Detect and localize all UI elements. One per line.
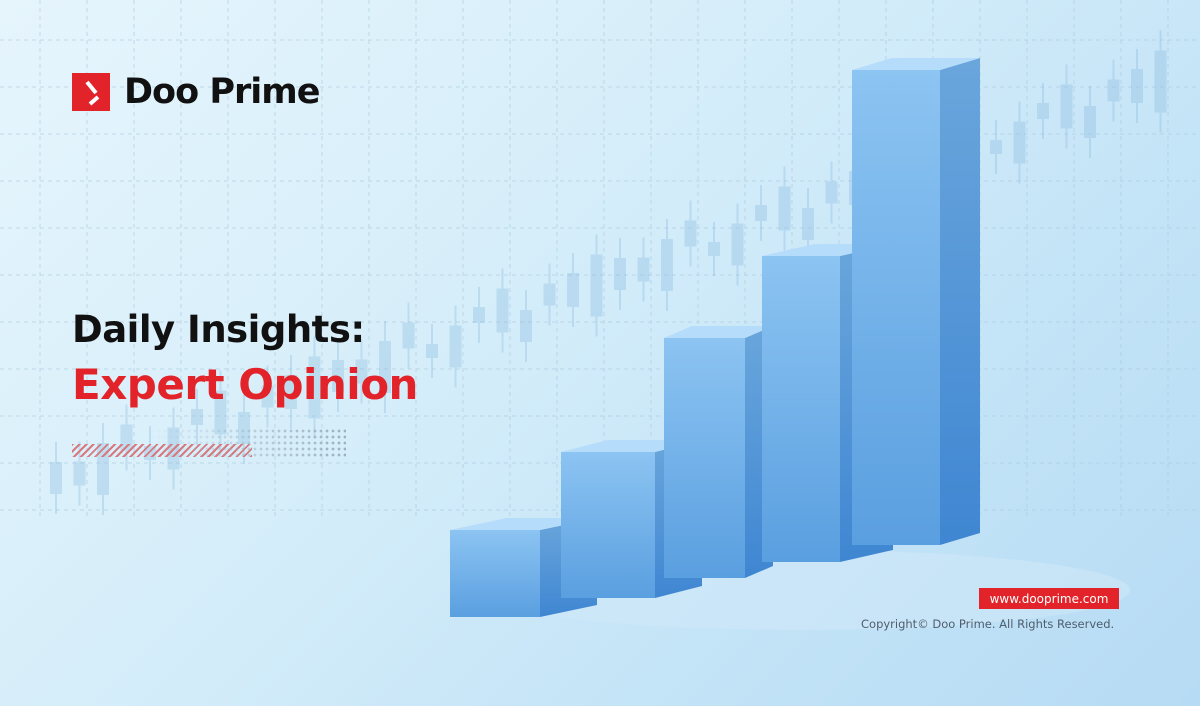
candle-body (473, 307, 485, 323)
bar-top-face (450, 518, 597, 530)
candle-body (755, 205, 767, 221)
candle-body (1060, 84, 1073, 129)
candle-body (731, 223, 744, 266)
headline-title: Daily Insights: (72, 308, 365, 351)
bar-front-face (450, 530, 540, 617)
candle-body (990, 140, 1002, 154)
brand-logo: Doo Prime (72, 72, 320, 112)
candle-body (1013, 121, 1026, 164)
candle-body (1107, 79, 1120, 102)
candle-body (426, 344, 438, 358)
candle-body (520, 310, 532, 342)
candle-body (614, 258, 626, 290)
candle-body (1154, 50, 1167, 113)
candle-body (355, 359, 368, 384)
candle-body (590, 254, 603, 317)
candle-body (778, 186, 791, 231)
candle-body (50, 462, 62, 494)
candle-body (802, 208, 814, 240)
bar-front-face (561, 452, 655, 598)
decorative-dots (150, 428, 346, 458)
candle-body (402, 322, 415, 349)
brand-name: Doo Prime (124, 72, 320, 112)
candle-body (1037, 103, 1049, 119)
website-link[interactable]: www.dooprime.com (979, 588, 1119, 609)
candle-body (308, 356, 321, 419)
candle-body (191, 409, 203, 425)
candle-body (214, 390, 227, 435)
candle-body (1084, 106, 1096, 138)
candle-body (73, 461, 86, 486)
candle-body (543, 283, 556, 306)
candle-body (496, 288, 509, 333)
candle-body (708, 242, 720, 256)
doo-prime-logo-icon (72, 73, 110, 111)
copyright-text: Copyright© Doo Prime. All Rights Reserve… (861, 617, 1115, 631)
headline-subtitle: Expert Opinion (72, 360, 418, 409)
candle-body (637, 257, 650, 282)
candle-body (825, 181, 838, 204)
bar-front-face (664, 338, 745, 578)
bar-front-face (762, 256, 840, 562)
candle-body (261, 385, 274, 408)
candle-body (567, 273, 579, 307)
bar-top-face (664, 326, 773, 338)
bar-chart-3d (450, 58, 1130, 630)
bar-front-face (852, 70, 940, 545)
bar-side-face (940, 58, 980, 545)
candle-body (684, 220, 697, 247)
candle-body (661, 239, 673, 291)
candle-body (285, 375, 297, 409)
candle-body (379, 341, 391, 393)
bar-top-face (852, 58, 980, 70)
candle-body (332, 360, 344, 392)
candle-body (449, 325, 462, 368)
candle-body (1131, 69, 1143, 103)
